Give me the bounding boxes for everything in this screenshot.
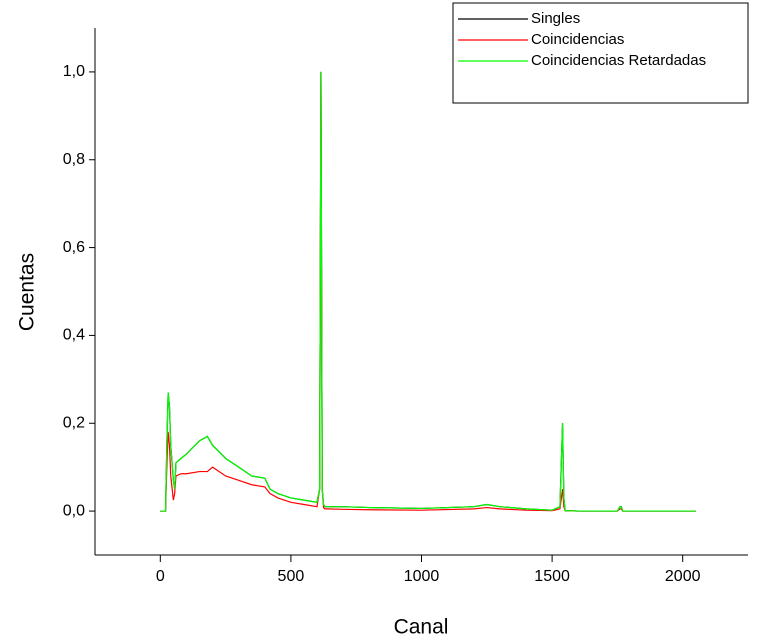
series-line	[160, 71, 696, 512]
legend-label: Coincidencias	[531, 31, 624, 48]
series-line	[160, 71, 696, 512]
x-tick-label: 2000	[665, 568, 701, 585]
x-tick-label: 0	[156, 568, 165, 585]
y-tick-label: 0,0	[63, 502, 85, 519]
y-tick-label: 0,2	[63, 414, 85, 431]
y-tick-label: 0,4	[63, 327, 85, 344]
x-tick-label: 1500	[534, 568, 570, 585]
y-tick-label: 0,6	[63, 239, 85, 256]
x-tick-label: 500	[278, 568, 305, 585]
x-axis-title: Canal	[394, 616, 449, 639]
legend-box	[452, 2, 749, 104]
x-tick-label: 1000	[404, 568, 440, 585]
y-axis-title: Cuentas	[16, 253, 39, 331]
series-line	[160, 71, 696, 512]
legend-label: Coincidencias Retardadas	[531, 52, 706, 69]
y-tick-label: 1,0	[63, 63, 85, 80]
y-tick-label: 0,8	[63, 151, 85, 168]
legend-label: Singles	[531, 10, 580, 27]
